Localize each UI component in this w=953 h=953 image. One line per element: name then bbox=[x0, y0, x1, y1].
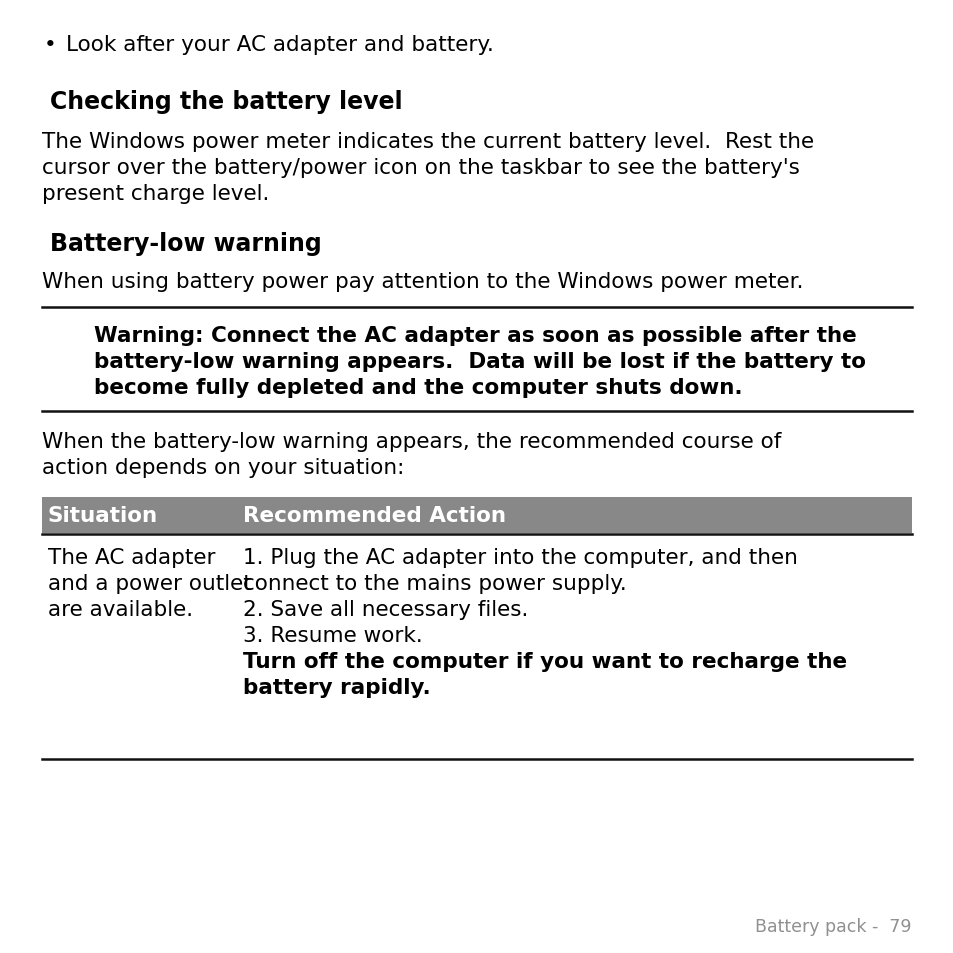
Text: Checking the battery level: Checking the battery level bbox=[50, 90, 402, 113]
Text: The AC adapter: The AC adapter bbox=[48, 547, 215, 567]
Text: present charge level.: present charge level. bbox=[42, 184, 269, 204]
Text: 1. Plug the AC adapter into the computer, and then: 1. Plug the AC adapter into the computer… bbox=[243, 547, 797, 567]
Text: action depends on your situation:: action depends on your situation: bbox=[42, 457, 404, 477]
Text: The Windows power meter indicates the current battery level.  Rest the: The Windows power meter indicates the cu… bbox=[42, 132, 813, 152]
Text: Look after your AC adapter and battery.: Look after your AC adapter and battery. bbox=[66, 35, 494, 55]
Text: become fully depleted and the computer shuts down.: become fully depleted and the computer s… bbox=[94, 377, 741, 397]
Text: Situation: Situation bbox=[48, 505, 158, 525]
Bar bbox=[42, 497, 911, 534]
Text: 3. Resume work.: 3. Resume work. bbox=[243, 625, 422, 645]
Text: Turn off the computer if you want to recharge the: Turn off the computer if you want to rec… bbox=[243, 651, 846, 671]
Text: 2. Save all necessary files.: 2. Save all necessary files. bbox=[243, 599, 528, 619]
Text: Recommended Action: Recommended Action bbox=[243, 505, 505, 525]
Text: battery rapidly.: battery rapidly. bbox=[243, 678, 431, 698]
Text: and a power outlet: and a power outlet bbox=[48, 574, 252, 594]
Text: are available.: are available. bbox=[48, 599, 193, 619]
Text: connect to the mains power supply.: connect to the mains power supply. bbox=[243, 574, 626, 594]
Text: •: • bbox=[44, 35, 56, 55]
Text: cursor over the battery/power icon on the taskbar to see the battery's: cursor over the battery/power icon on th… bbox=[42, 158, 799, 178]
Text: Warning: Connect the AC adapter as soon as possible after the: Warning: Connect the AC adapter as soon … bbox=[94, 326, 856, 346]
Text: Battery pack -  79: Battery pack - 79 bbox=[755, 917, 911, 935]
Text: When the battery-low warning appears, the recommended course of: When the battery-low warning appears, th… bbox=[42, 432, 781, 452]
Text: When using battery power pay attention to the Windows power meter.: When using battery power pay attention t… bbox=[42, 272, 802, 292]
Text: battery-low warning appears.  Data will be lost if the battery to: battery-low warning appears. Data will b… bbox=[94, 352, 865, 372]
Text: Battery-low warning: Battery-low warning bbox=[50, 232, 321, 255]
